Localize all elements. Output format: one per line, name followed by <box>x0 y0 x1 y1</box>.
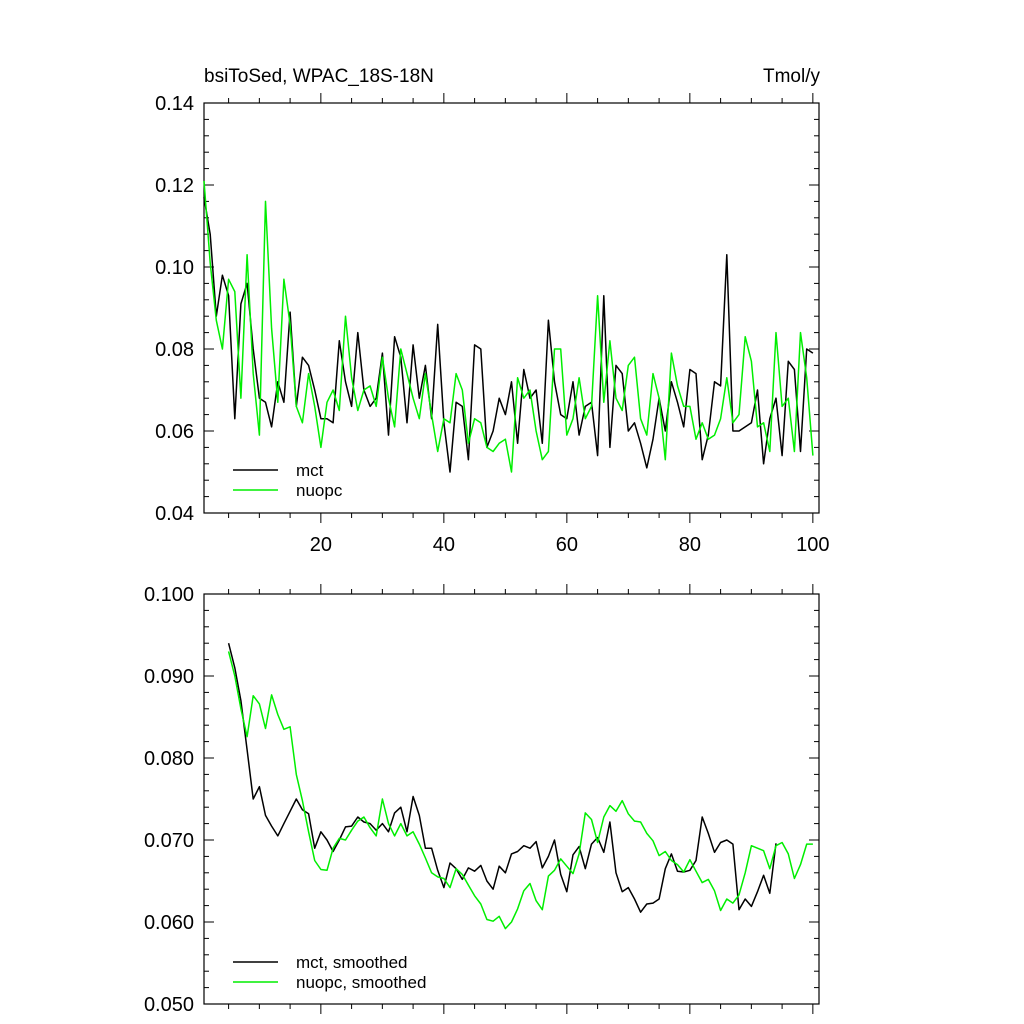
y-tick-label: 0.070 <box>144 830 194 852</box>
x-tick-label: 80 <box>679 534 701 556</box>
bottom-panel: 0.050 0.060 0.070 0.080 0.090 0.100 mct, smoo… <box>144 584 820 1016</box>
legend-label-mct: mct <box>296 461 324 480</box>
legend-label-nuopc: nuopc <box>296 481 343 500</box>
y-tick-label: 0.14 <box>155 93 194 115</box>
series-line-nuopc-smoothed <box>227 651 813 930</box>
series-group <box>203 180 814 473</box>
top-panel: bsiToSed, WPAC_18S-18N Tmol/y 0.040.060.… <box>155 66 829 556</box>
plot-frame <box>203 102 820 514</box>
legend: mct nuopc <box>233 461 343 500</box>
series-group <box>227 643 813 930</box>
x-tick-label: 40 <box>433 534 455 556</box>
axis-ticks: 0.050 0.060 0.070 0.080 0.090 0.100 <box>144 584 819 1016</box>
y-tick-label: 0.10 <box>155 257 194 279</box>
series-line-nuopc <box>203 180 814 473</box>
y-tick-label: 0.090 <box>144 666 194 688</box>
y-tick-label: 0.080 <box>144 748 194 770</box>
series-line-mct-smoothed <box>227 643 777 913</box>
y-tick-label: 0.060 <box>144 912 194 934</box>
x-tick-label: 60 <box>556 534 578 556</box>
legend-label-mct-smoothed: mct, smoothed <box>296 953 408 972</box>
chart-title: bsiToSed, WPAC_18S-18N <box>204 66 434 87</box>
series-line-mct <box>203 197 814 473</box>
y-tick-label: 0.06 <box>155 421 194 443</box>
x-tick-label: 100 <box>796 534 829 556</box>
plot-frame <box>203 593 820 1005</box>
legend: mct, smoothed nuopc, smoothed <box>233 953 426 992</box>
y-tick-label: 0.050 <box>144 994 194 1016</box>
axis-ticks: 0.04 0.06 0.08 0.10 0.12 0.14 20 40 60 80 100 <box>155 93 830 556</box>
units-label: Tmol/y <box>763 66 821 87</box>
y-tick-label: 0.04 <box>155 503 194 525</box>
y-tick-label: 0.100 <box>144 584 194 606</box>
x-tick-label: 20 <box>310 534 332 556</box>
y-tick-label: 0.08 <box>155 339 194 361</box>
legend-label-nuopc-smoothed: nuopc, smoothed <box>296 973 426 992</box>
y-tick-label: 0.12 <box>155 175 194 197</box>
